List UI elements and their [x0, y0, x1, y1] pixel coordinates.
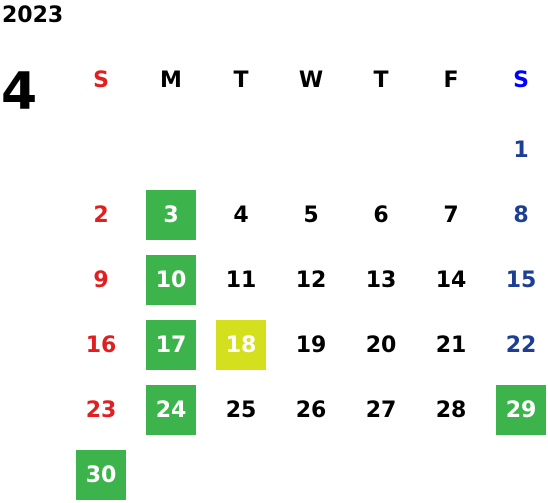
weekday-header-6: S [513, 67, 529, 93]
day-cell-1[interactable]: 1 [513, 137, 529, 163]
weekday-header-0: S [93, 67, 109, 93]
day-cell-28[interactable]: 28 [435, 397, 467, 423]
day-cell-2[interactable]: 2 [93, 202, 109, 228]
day-cell-27[interactable]: 27 [365, 397, 397, 423]
day-cell-13[interactable]: 13 [365, 267, 397, 293]
weekday-header-1: M [160, 67, 182, 93]
day-cell-10[interactable]: 10 [146, 255, 196, 305]
day-cell-11[interactable]: 11 [225, 267, 257, 293]
day-cell-4[interactable]: 4 [233, 202, 249, 228]
day-cell-19[interactable]: 19 [295, 332, 327, 358]
day-cell-5[interactable]: 5 [303, 202, 319, 228]
day-cell-26[interactable]: 26 [295, 397, 327, 423]
day-cell-20[interactable]: 20 [365, 332, 397, 358]
day-cell-29[interactable]: 29 [496, 385, 546, 435]
day-cell-24[interactable]: 24 [146, 385, 196, 435]
weekday-header-3: W [298, 67, 324, 93]
day-cell-14[interactable]: 14 [435, 267, 467, 293]
day-cell-30[interactable]: 30 [76, 450, 126, 500]
day-cell-25[interactable]: 25 [225, 397, 257, 423]
day-cell-8[interactable]: 8 [513, 202, 529, 228]
weekday-header-2: T [233, 67, 249, 93]
day-cell-22[interactable]: 22 [505, 332, 537, 358]
day-cell-12[interactable]: 12 [295, 267, 327, 293]
day-cell-15[interactable]: 15 [505, 267, 537, 293]
month-number: 4 [1, 62, 38, 122]
day-cell-9[interactable]: 9 [93, 267, 109, 293]
year-label: 2023 [2, 3, 64, 28]
day-cell-18[interactable]: 18 [216, 320, 266, 370]
day-cell-17[interactable]: 17 [146, 320, 196, 370]
weekday-header-5: F [443, 67, 459, 93]
weekday-header-4: T [373, 67, 389, 93]
day-cell-7[interactable]: 7 [443, 202, 459, 228]
day-cell-21[interactable]: 21 [435, 332, 467, 358]
day-cell-23[interactable]: 23 [85, 397, 117, 423]
day-cell-6[interactable]: 6 [373, 202, 389, 228]
day-cell-3[interactable]: 3 [146, 190, 196, 240]
day-cell-16[interactable]: 16 [85, 332, 117, 358]
